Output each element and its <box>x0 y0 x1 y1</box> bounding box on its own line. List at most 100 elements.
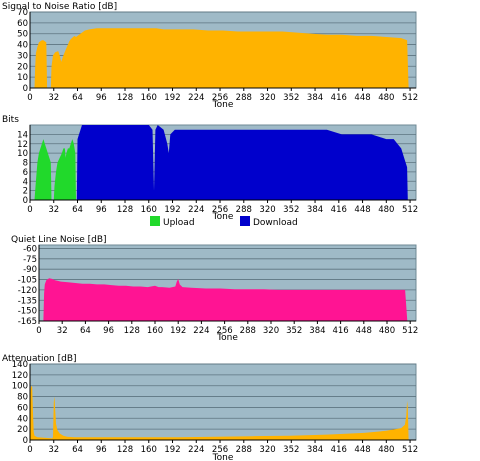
y-tick-label: 8 <box>23 159 28 169</box>
y-tick-label: 20 <box>17 425 28 435</box>
legend-swatch-upload <box>150 216 160 226</box>
series-area-upload <box>34 139 76 200</box>
x-tick-label: 160 <box>141 93 157 103</box>
x-tick-label: 128 <box>124 326 140 336</box>
x-tick-label: 64 <box>80 326 91 336</box>
x-tick-label: 224 <box>188 93 204 103</box>
x-tick-label: 448 <box>354 445 370 455</box>
y-tick-label: -165 <box>18 317 37 327</box>
chart-title: Signal to Noise Ratio [dB] <box>2 2 117 12</box>
x-tick-label: 0 <box>27 445 32 455</box>
chart-panel-1: Signal to Noise Ratio [dB] 01020304050607… <box>2 2 418 110</box>
y-tick-label: -120 <box>18 286 37 296</box>
chart-panel-3: Quiet Line Noise [dB]-60-75-90-105-120-1… <box>11 235 418 343</box>
y-tick-label: 0 <box>23 436 28 446</box>
x-tick-label: 160 <box>141 445 157 455</box>
x-tick-label: 320 <box>259 93 275 103</box>
x-tick-label: 32 <box>48 93 59 103</box>
x-tick-label: 320 <box>263 326 279 336</box>
x-tick-label: 384 <box>307 445 323 455</box>
plot-area <box>29 363 417 441</box>
x-tick-label: 384 <box>307 93 323 103</box>
x-tick-label: 448 <box>354 205 370 215</box>
x-tick-label: 416 <box>331 93 347 103</box>
y-tick-label: 0 <box>23 84 28 94</box>
x-tick-label: 512 <box>402 445 418 455</box>
x-tick-label: 288 <box>236 205 252 215</box>
y-tick-label: 12 <box>17 140 28 150</box>
legend-swatch-download <box>240 216 250 226</box>
y-tick-label: 14 <box>17 130 28 140</box>
y-tick-label: 120 <box>12 371 28 381</box>
x-tick-label: 320 <box>259 445 275 455</box>
y-tick-label: 80 <box>17 393 28 403</box>
x-tick-label: 256 <box>212 93 228 103</box>
x-tick-label: 96 <box>103 326 114 336</box>
y-tick-label: 0 <box>23 196 28 206</box>
x-tick-label: 352 <box>283 93 299 103</box>
series-area-download <box>76 125 408 200</box>
y-tick-label: -90 <box>23 265 37 275</box>
y-tick-label: 70 <box>17 8 28 18</box>
y-tick-label: 2 <box>23 187 28 197</box>
x-tick-label: 288 <box>236 445 252 455</box>
x-tick-label: 416 <box>331 205 347 215</box>
x-tick-label: 416 <box>332 326 348 336</box>
y-tick-label: -150 <box>18 307 37 317</box>
y-tick-label: 100 <box>12 382 28 392</box>
x-tick-label: 192 <box>164 445 180 455</box>
x-tick-label: 160 <box>147 326 163 336</box>
x-tick-label: 0 <box>36 326 41 336</box>
x-axis-label: Tone <box>212 100 234 110</box>
x-tick-label: 192 <box>164 93 180 103</box>
x-tick-label: 288 <box>240 326 256 336</box>
y-tick-label: 50 <box>17 30 28 40</box>
y-tick-label: 10 <box>17 149 28 159</box>
x-axis-label: Tone <box>216 333 238 343</box>
x-tick-label: 416 <box>331 445 347 455</box>
x-tick-label: 480 <box>378 93 394 103</box>
y-tick-label: 30 <box>17 51 28 61</box>
x-tick-label: 352 <box>286 326 302 336</box>
x-tick-label: 160 <box>141 205 157 215</box>
x-tick-label: 96 <box>96 205 107 215</box>
x-tick-label: 352 <box>283 205 299 215</box>
x-axis-label: Tone <box>212 212 234 222</box>
x-tick-label: 480 <box>379 326 395 336</box>
x-tick-label: 64 <box>72 205 83 215</box>
y-tick-label: 140 <box>12 360 28 370</box>
y-tick-label: 60 <box>17 19 28 29</box>
y-tick-label: -60 <box>23 244 37 254</box>
x-tick-label: 480 <box>378 445 394 455</box>
y-tick-label: -105 <box>18 276 37 286</box>
series-area-data <box>43 278 408 321</box>
x-tick-label: 96 <box>96 93 107 103</box>
x-tick-label: 64 <box>72 445 83 455</box>
y-tick-label: 40 <box>17 41 28 51</box>
series-area-data <box>34 28 409 88</box>
y-tick-label: 40 <box>17 414 28 424</box>
x-tick-label: 64 <box>72 93 83 103</box>
x-tick-label: 256 <box>212 205 228 215</box>
y-tick-label: -135 <box>18 296 37 306</box>
x-tick-label: 384 <box>309 326 325 336</box>
x-tick-label: 512 <box>402 93 418 103</box>
series-area-data <box>30 385 409 440</box>
x-tick-label: 320 <box>259 205 275 215</box>
x-tick-label: 0 <box>27 205 32 215</box>
x-tick-label: 512 <box>402 205 418 215</box>
y-tick-label: 10 <box>17 73 28 83</box>
x-tick-label: 192 <box>164 205 180 215</box>
x-tick-label: 512 <box>402 326 418 336</box>
legend-label-download: Download <box>253 218 298 228</box>
x-tick-label: 480 <box>378 205 394 215</box>
y-tick-label: 60 <box>17 403 28 413</box>
y-tick-label: 20 <box>17 62 28 72</box>
y-tick-label: -75 <box>23 255 37 265</box>
x-tick-label: 256 <box>216 326 232 336</box>
chart-title: Bits <box>2 115 19 125</box>
x-tick-label: 96 <box>96 445 107 455</box>
